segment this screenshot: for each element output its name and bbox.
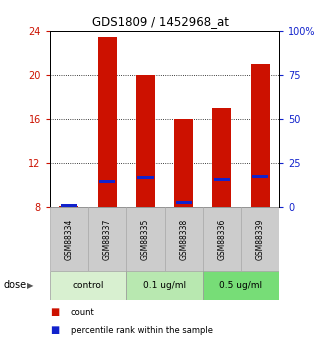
Bar xyxy=(61,204,77,207)
Bar xyxy=(241,207,279,271)
Text: dose: dose xyxy=(3,280,26,290)
Bar xyxy=(136,75,155,207)
Text: count: count xyxy=(71,308,94,317)
Text: 0.5 ug/ml: 0.5 ug/ml xyxy=(220,281,263,290)
Bar xyxy=(164,207,203,271)
Bar xyxy=(176,201,192,204)
Bar xyxy=(137,176,153,179)
Text: ▶: ▶ xyxy=(27,281,34,290)
Text: GSM88338: GSM88338 xyxy=(179,218,188,259)
Bar xyxy=(126,271,203,300)
Bar xyxy=(88,207,126,271)
Text: ■: ■ xyxy=(50,325,59,335)
Text: GSM88337: GSM88337 xyxy=(103,218,112,259)
Bar xyxy=(174,119,193,207)
Bar xyxy=(98,37,117,207)
Text: control: control xyxy=(72,281,104,290)
Bar xyxy=(252,175,268,178)
Bar xyxy=(251,64,270,207)
Text: ■: ■ xyxy=(50,307,59,317)
Text: GSM88335: GSM88335 xyxy=(141,218,150,259)
Bar xyxy=(126,207,164,271)
Text: GDS1809 / 1452968_at: GDS1809 / 1452968_at xyxy=(92,16,229,29)
Text: 0.1 ug/ml: 0.1 ug/ml xyxy=(143,281,186,290)
Bar xyxy=(203,271,279,300)
Bar xyxy=(203,207,241,271)
Text: GSM88336: GSM88336 xyxy=(217,218,226,259)
Bar xyxy=(214,178,230,181)
Bar xyxy=(212,108,231,207)
Bar xyxy=(50,207,88,271)
Bar xyxy=(99,180,115,183)
Bar xyxy=(59,206,78,207)
Text: GSM88339: GSM88339 xyxy=(256,218,265,259)
Text: percentile rank within the sample: percentile rank within the sample xyxy=(71,326,213,335)
Text: GSM88334: GSM88334 xyxy=(65,218,74,259)
Bar xyxy=(50,271,126,300)
